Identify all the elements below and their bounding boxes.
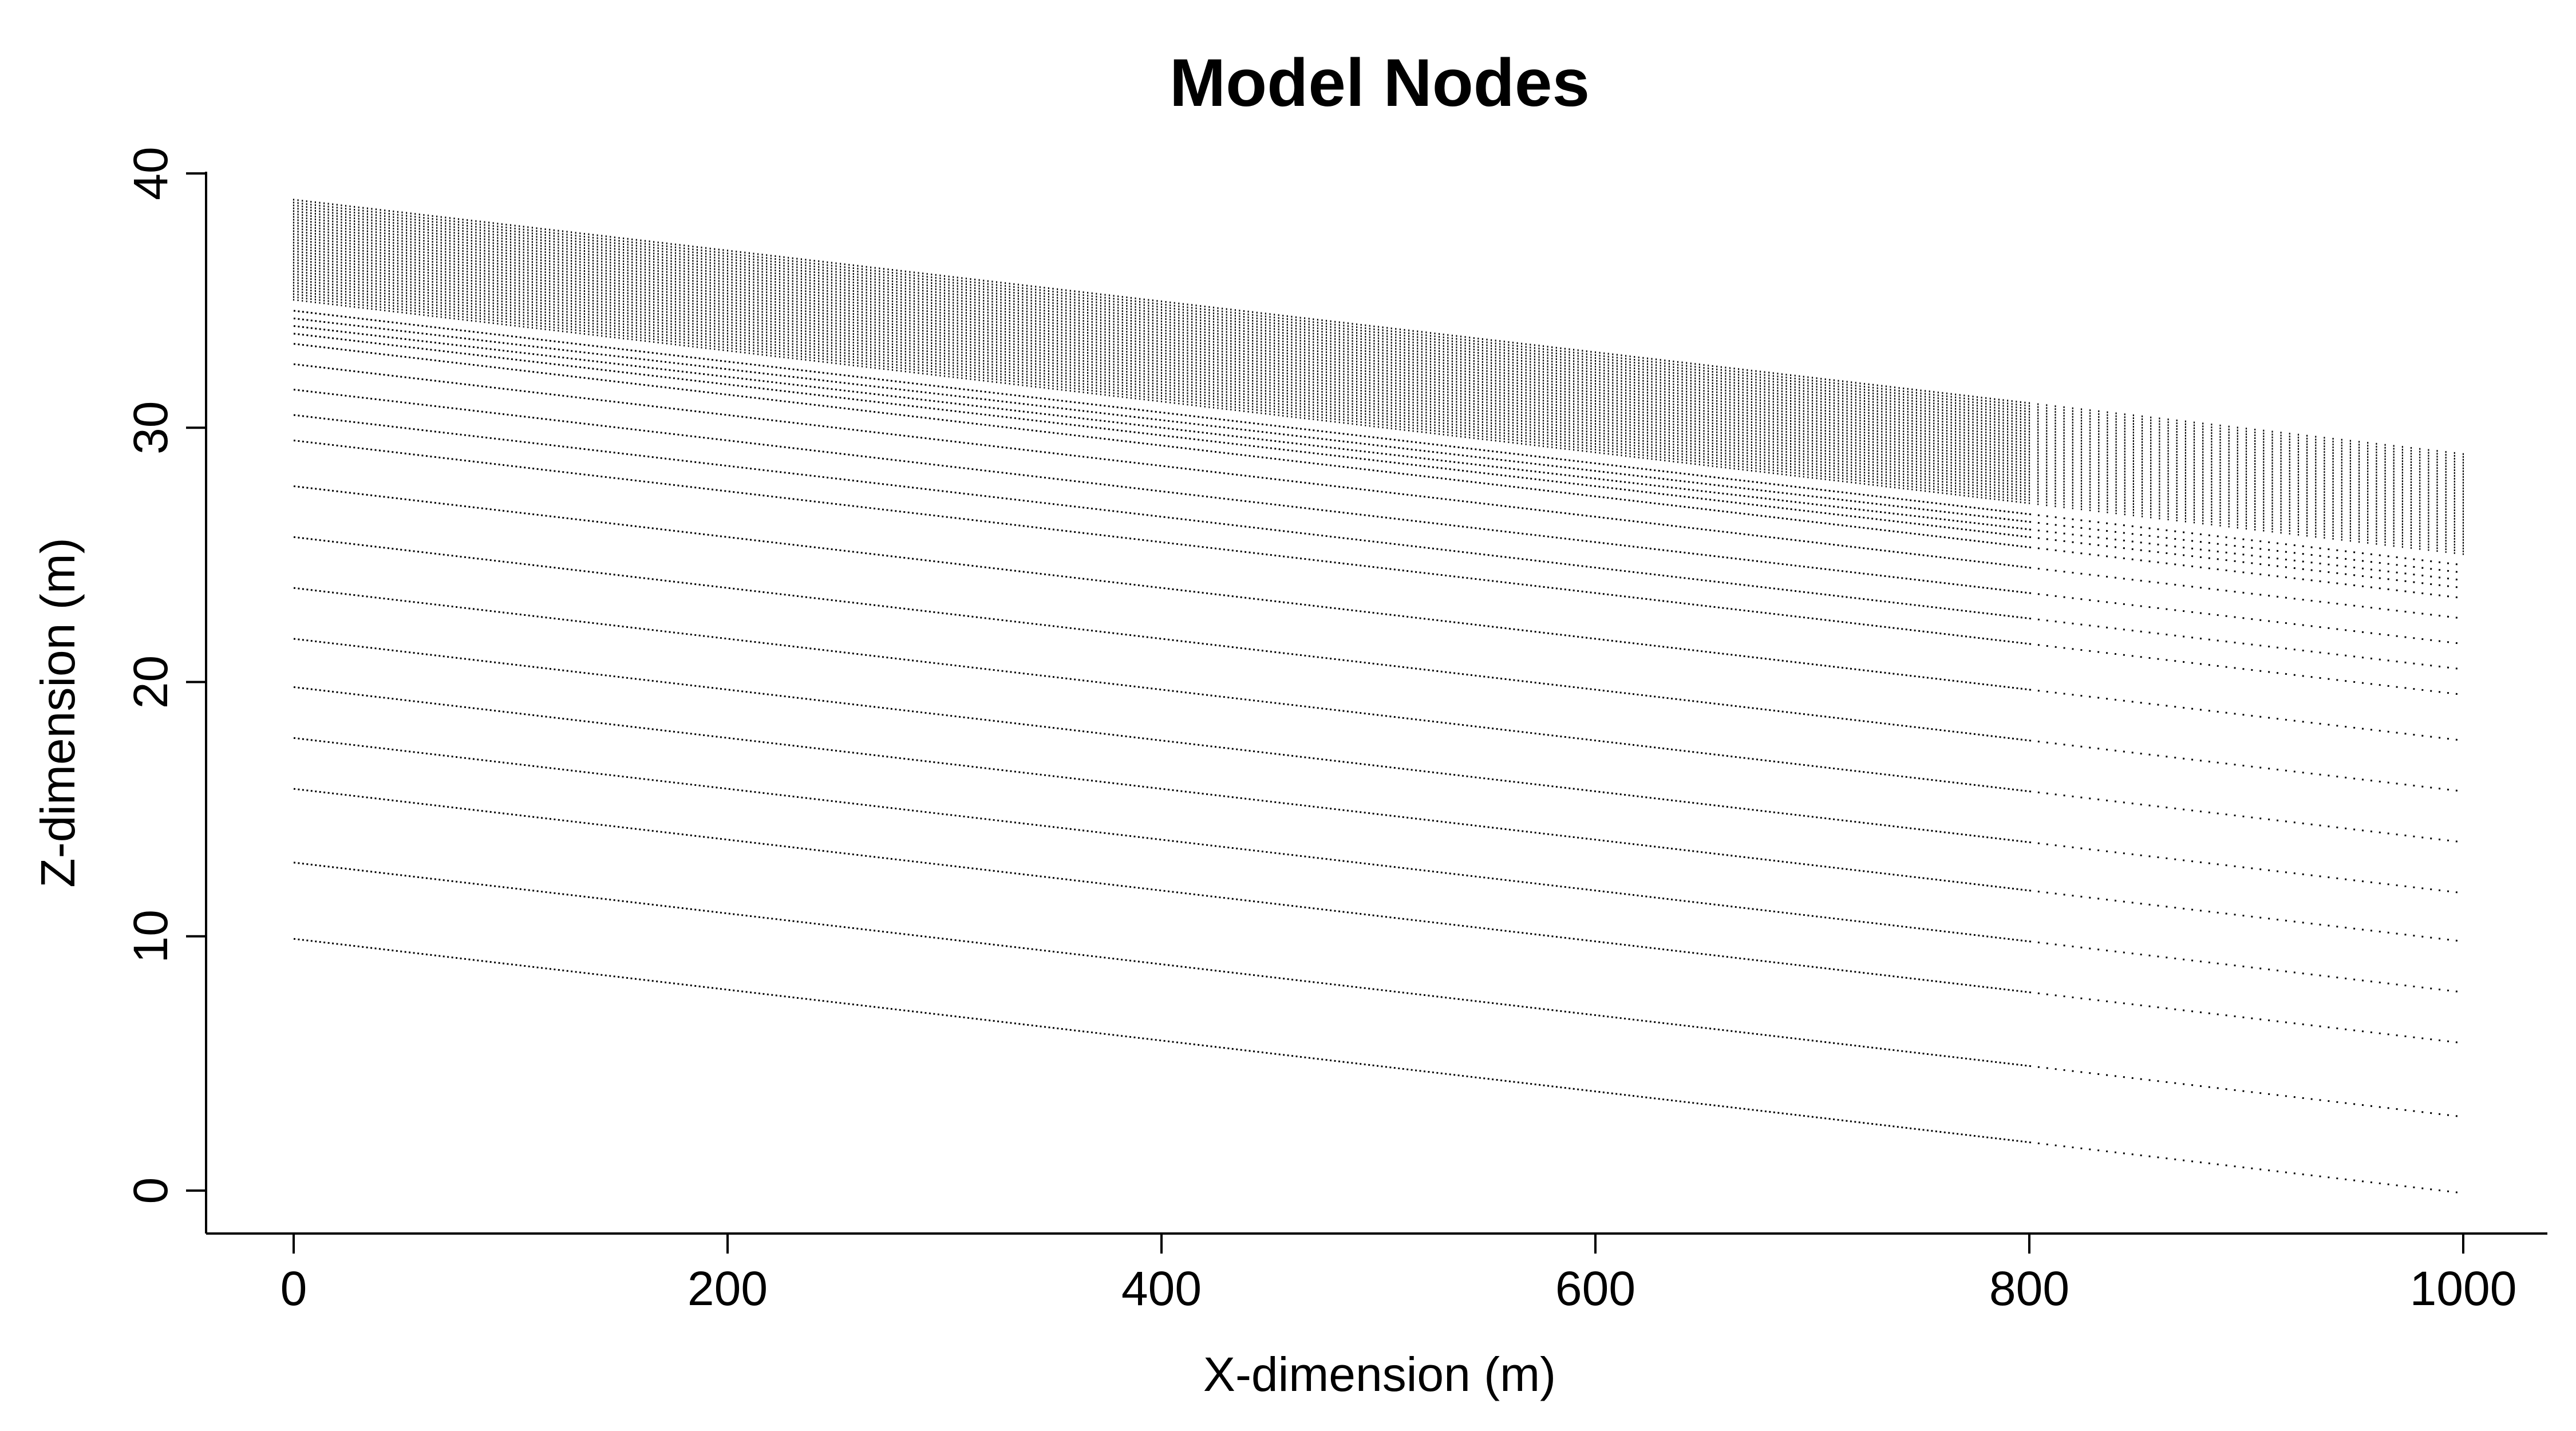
node-layer-line	[293, 861, 2030, 1067]
node-layer-line	[293, 325, 2030, 531]
x-tick-label: 600	[1555, 1262, 1635, 1315]
node-layer-line	[293, 343, 2030, 548]
node-layer-line-coarse	[2029, 790, 2464, 843]
y-tick-label: 10	[124, 910, 177, 963]
x-tick-label: 400	[1121, 1262, 1202, 1315]
node-layer-line-coarse	[2029, 1065, 2464, 1118]
node-layer-line-coarse	[2029, 528, 2464, 582]
node-layer-line	[293, 788, 2030, 993]
y-ticks: 0 10 20 30 40	[124, 147, 206, 1204]
node-layer-line-coarse	[2029, 841, 2464, 894]
node-layer-line	[293, 485, 2030, 691]
node-layer-line	[293, 686, 2030, 892]
node-layer-line-coarse	[2029, 1141, 2464, 1194]
node-layer-line	[293, 317, 2030, 523]
x-axis-label: X-dimension (m)	[1203, 1347, 1556, 1401]
x-tick-label: 200	[688, 1262, 768, 1315]
node-layer-line-coarse	[2029, 592, 2464, 645]
node-layer-line-coarse	[2029, 740, 2464, 793]
node-layer-line	[293, 310, 2030, 515]
x-tick-label: 800	[1989, 1262, 2069, 1315]
node-layer-line-coarse	[2029, 567, 2464, 619]
y-axis-label: Z-dimension (m)	[31, 537, 85, 887]
node-layer-line-coarse	[2029, 643, 2464, 696]
node-layer-line	[293, 587, 2030, 793]
node-layer-line-coarse	[2029, 689, 2464, 742]
node-layer-line	[293, 333, 2030, 538]
chart-title: Model Nodes	[1170, 45, 1590, 121]
node-layer-line	[293, 536, 2030, 742]
node-layer-line	[293, 363, 2030, 569]
node-layer-line	[293, 737, 2030, 943]
node-layer-line	[293, 439, 2030, 645]
node-layer-line-coarse	[2029, 890, 2464, 943]
x-tick-label: 1000	[2410, 1262, 2517, 1315]
node-layer-line-coarse	[2029, 536, 2464, 589]
y-tick-label: 40	[124, 147, 177, 200]
x-tick-label: 0	[280, 1262, 307, 1315]
node-layer-line-coarse	[2029, 617, 2464, 670]
node-layer-line	[293, 389, 2030, 594]
node-layer-line	[293, 938, 2030, 1144]
node-layer-line-coarse	[2029, 940, 2464, 993]
dense-node-columns	[293, 199, 2464, 555]
y-tick-label: 0	[124, 1177, 177, 1204]
y-tick-label: 20	[124, 655, 177, 709]
node-layer-line	[293, 414, 2030, 619]
node-layer-line-coarse	[2029, 991, 2464, 1044]
node-layer-line	[293, 638, 2030, 843]
x-ticks: 0 200 400 600 800 1000	[280, 1234, 2517, 1315]
node-layer-line-coarse	[2029, 513, 2464, 566]
points-layer	[293, 199, 2464, 1194]
y-tick-label: 30	[124, 401, 177, 454]
